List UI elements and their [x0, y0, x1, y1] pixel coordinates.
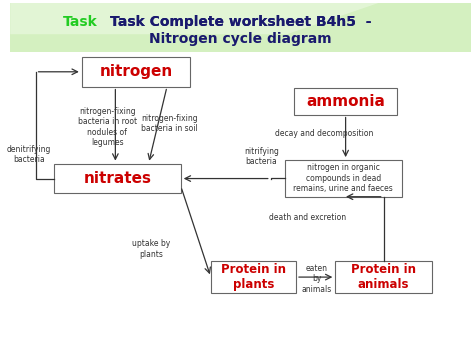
- Text: nitrogen in organic
compounds in dead
remains, urine and faeces: nitrogen in organic compounds in dead re…: [293, 163, 393, 193]
- Text: Task: Task: [64, 15, 98, 29]
- Text: nitrogen-fixing
bacteria in root
nodules of
legumes: nitrogen-fixing bacteria in root nodules…: [78, 107, 137, 147]
- FancyBboxPatch shape: [82, 57, 190, 87]
- Text: nitrogen: nitrogen: [99, 64, 173, 79]
- FancyBboxPatch shape: [294, 88, 398, 115]
- Text: Task Complete worksheet B4h5  -: Task Complete worksheet B4h5 -: [110, 15, 372, 29]
- Text: nitrogen-fixing
bacteria in soil: nitrogen-fixing bacteria in soil: [141, 114, 198, 133]
- FancyBboxPatch shape: [54, 164, 181, 193]
- Text: ammonia: ammonia: [306, 94, 385, 109]
- Text: Task Complete worksheet B4h5  -: Task Complete worksheet B4h5 -: [110, 15, 372, 29]
- Text: denitrifying
bacteria: denitrifying bacteria: [7, 145, 51, 164]
- Text: Nitrogen cycle diagram: Nitrogen cycle diagram: [149, 32, 332, 46]
- FancyBboxPatch shape: [211, 261, 296, 293]
- Polygon shape: [10, 3, 379, 34]
- Text: Protein in
plants: Protein in plants: [221, 263, 286, 291]
- Text: eaten
by
animals: eaten by animals: [301, 264, 332, 294]
- FancyBboxPatch shape: [335, 261, 432, 293]
- Text: death and excretion: death and excretion: [269, 213, 346, 222]
- Text: nitrifying
bacteria: nitrifying bacteria: [244, 147, 279, 166]
- FancyBboxPatch shape: [284, 160, 402, 197]
- Text: Protein in
animals: Protein in animals: [351, 263, 416, 291]
- Text: uptake by
plants: uptake by plants: [132, 239, 170, 259]
- Text: nitrates: nitrates: [83, 171, 151, 186]
- Polygon shape: [10, 3, 471, 52]
- Text: decay and decomposition: decay and decomposition: [274, 129, 373, 138]
